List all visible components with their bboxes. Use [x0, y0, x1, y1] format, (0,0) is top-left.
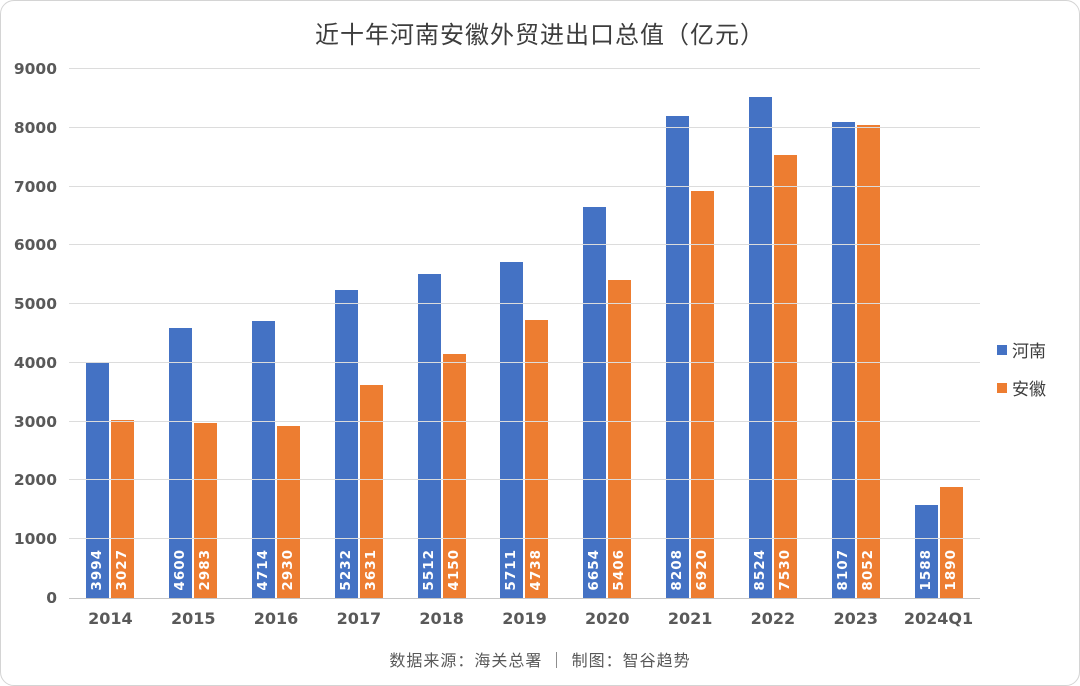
plot-area: 3994 3027 4600 2983 4714 2930 5232 3631 5512 4150…: [69, 68, 980, 599]
bar-value-label: 1588: [917, 549, 934, 591]
bar-value-label: 2930: [280, 549, 297, 591]
bar-安徽: 4150: [442, 354, 466, 598]
gridline: [69, 361, 980, 363]
bar-value-label: 4600: [172, 549, 189, 591]
bar-安徽: 4738: [525, 319, 549, 598]
x-tick-label: 2016: [253, 609, 299, 628]
y-tick-label: 4000: [13, 353, 57, 372]
bar-value-label: 3994: [89, 549, 106, 591]
y-tick-label: 5000: [13, 295, 57, 314]
x-tick-label: 2021: [667, 609, 713, 628]
bar-groups: 3994 3027 4600 2983 4714 2930 5232 3631 5512 4150…: [69, 69, 980, 598]
bar-group: 1588 1890: [897, 69, 980, 598]
gridline: [69, 303, 980, 305]
y-tick-label: 2000: [13, 471, 57, 490]
x-tick-label: 2023: [833, 609, 878, 628]
x-tick-label: 2022: [750, 609, 796, 628]
bar-group: 8107 8052: [814, 69, 897, 598]
bar-value-label: 5406: [611, 549, 628, 591]
x-tick-label: 2018: [419, 609, 464, 628]
bar-value-label: 8524: [751, 549, 768, 591]
bar-group: 3994 3027: [69, 69, 152, 598]
bar-河南: 8524: [748, 96, 772, 598]
bar-value-label: 6920: [694, 549, 711, 591]
bar-安徽: 2983: [194, 422, 218, 598]
bar-group: 6654 5406: [566, 69, 649, 598]
bar-value-label: 8052: [859, 549, 876, 591]
legend-item-henan: 河南: [997, 337, 1046, 362]
legend: 河南 安徽: [997, 337, 1046, 400]
legend-label-anhui: 安徽: [1012, 380, 1046, 400]
bar-value-label: 4714: [255, 549, 272, 591]
bar-group: 8524 7530: [732, 69, 815, 598]
gridline: [69, 538, 980, 540]
x-tick-label: 2019: [502, 609, 547, 628]
x-axis: 2014 2015 2016 2017 2018 2019 2020 2021 2022 2023…: [69, 609, 980, 628]
bar-group: 4714 2930: [235, 69, 318, 598]
y-tick-label: 7000: [13, 177, 57, 196]
y-tick-label: 9000: [13, 60, 57, 78]
bar-value-label: 6654: [586, 549, 603, 591]
x-tick-label: 2017: [336, 609, 382, 628]
y-tick-label: 6000: [13, 236, 57, 255]
bar-河南: 8208: [666, 115, 690, 598]
gridline: [69, 68, 980, 69]
bar-value-label: 5512: [420, 549, 437, 591]
bar-安徽: 1890: [939, 486, 963, 598]
bar-安徽: 3631: [359, 384, 383, 598]
gridline: [69, 420, 980, 422]
bar-value-label: 4738: [528, 549, 545, 591]
bar-河南: 5711: [500, 262, 524, 598]
bar-value-label: 3027: [114, 549, 131, 591]
bar-安徽: 2930: [277, 425, 301, 598]
bar-value-label: 7530: [776, 549, 793, 591]
x-tick-label: 2015: [170, 609, 216, 628]
bar-value-label: 8208: [669, 549, 686, 591]
bar-group: 4600 2983: [152, 69, 235, 598]
x-tick-label: 2024Q1: [903, 609, 974, 628]
bar-河南: 5512: [417, 274, 441, 598]
bar-河南: 4600: [169, 327, 193, 598]
bar-value-label: 1890: [942, 549, 959, 591]
bar-安徽: 3027: [111, 420, 135, 598]
bar-value-label: 2983: [197, 549, 214, 591]
bar-value-label: 5711: [503, 549, 520, 591]
legend-label-henan: 河南: [1012, 342, 1046, 362]
bar-安徽: 6920: [691, 191, 715, 598]
bar-group: 8208 6920: [649, 69, 732, 598]
bar-安徽: 5406: [608, 280, 632, 598]
y-tick-label: 0: [46, 589, 57, 607]
gridline: [69, 126, 980, 128]
legend-item-anhui: 安徽: [997, 375, 1046, 400]
bar-group: 5711 4738: [483, 69, 566, 598]
x-tick-label: 2014: [88, 609, 133, 628]
chart-title: 近十年河南安徽外贸进出口总值（亿元）: [315, 21, 765, 49]
legend-swatch-henan: [997, 344, 1007, 355]
bar-河南: 6654: [583, 206, 607, 598]
y-tick-label: 8000: [13, 118, 57, 137]
y-axis: 0 1000 2000 3000 4000 5000 6000 7000 8000 9000: [1, 60, 57, 607]
y-tick-label: 1000: [13, 530, 57, 549]
bar-河南: 3994: [86, 363, 110, 598]
bar-group: 5512 4150: [400, 69, 483, 598]
bar-河南: 5232: [334, 290, 358, 598]
gridline: [69, 479, 980, 481]
y-tick-label: 3000: [13, 412, 57, 431]
bar-河南: 4714: [252, 320, 276, 598]
x-tick-label: 2020: [585, 609, 630, 628]
chart-footer: 数据来源：海关总署 ｜ 制图：智谷趋势: [389, 651, 691, 670]
bar-value-label: 8107: [834, 549, 851, 591]
bar-安徽: 7530: [773, 155, 797, 598]
bar-value-label: 3631: [362, 549, 379, 591]
gridline: [69, 185, 980, 187]
bar-河南: 1588: [914, 504, 938, 598]
gridline: [69, 244, 980, 246]
legend-swatch-anhui: [997, 382, 1007, 393]
bar-河南: 8107: [831, 121, 855, 598]
bar-group: 5232 3631: [317, 69, 400, 598]
bar-value-label: 4150: [445, 549, 462, 591]
bar-value-label: 5232: [337, 549, 354, 591]
